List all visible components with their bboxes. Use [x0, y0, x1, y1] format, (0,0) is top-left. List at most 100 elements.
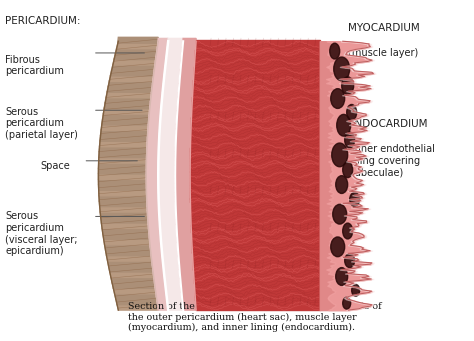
Polygon shape [106, 92, 152, 98]
Polygon shape [193, 266, 320, 269]
Polygon shape [168, 39, 183, 43]
Polygon shape [160, 228, 177, 233]
Polygon shape [111, 277, 155, 283]
Polygon shape [176, 120, 191, 124]
Polygon shape [195, 300, 320, 303]
Polygon shape [149, 111, 161, 116]
Polygon shape [146, 188, 158, 192]
Polygon shape [167, 301, 183, 306]
Polygon shape [112, 282, 155, 288]
Polygon shape [192, 97, 320, 101]
Ellipse shape [352, 284, 360, 296]
Polygon shape [160, 124, 176, 129]
Polygon shape [177, 115, 191, 120]
Polygon shape [101, 217, 148, 223]
Polygon shape [190, 165, 320, 168]
Polygon shape [163, 260, 179, 265]
Polygon shape [99, 174, 146, 179]
Polygon shape [102, 119, 149, 125]
Polygon shape [100, 141, 147, 147]
Polygon shape [107, 86, 152, 92]
Polygon shape [160, 224, 177, 229]
Ellipse shape [350, 192, 360, 206]
Polygon shape [167, 296, 182, 301]
Polygon shape [192, 101, 320, 104]
Polygon shape [183, 305, 196, 310]
Polygon shape [160, 219, 176, 224]
Polygon shape [182, 296, 195, 301]
Text: ENDOCARDIUM: ENDOCARDIUM [348, 119, 428, 129]
Polygon shape [159, 215, 176, 220]
Polygon shape [115, 48, 157, 54]
Polygon shape [153, 79, 164, 84]
Text: Fibrous
pericardium: Fibrous pericardium [5, 55, 64, 76]
Polygon shape [105, 97, 151, 103]
Polygon shape [113, 288, 156, 294]
Polygon shape [147, 143, 159, 147]
Polygon shape [154, 70, 165, 75]
Polygon shape [175, 197, 191, 202]
Polygon shape [191, 110, 320, 114]
Polygon shape [194, 70, 320, 74]
Polygon shape [176, 206, 191, 211]
Polygon shape [161, 102, 178, 106]
Polygon shape [192, 256, 320, 260]
Polygon shape [191, 239, 320, 242]
Polygon shape [158, 165, 175, 170]
Polygon shape [191, 124, 320, 128]
Polygon shape [179, 79, 193, 84]
Polygon shape [176, 129, 191, 134]
Polygon shape [191, 121, 320, 124]
Polygon shape [147, 133, 159, 138]
Polygon shape [179, 88, 193, 93]
Polygon shape [149, 106, 161, 111]
Polygon shape [155, 287, 166, 292]
Polygon shape [182, 43, 196, 48]
Polygon shape [193, 77, 320, 80]
Polygon shape [178, 102, 192, 106]
Polygon shape [182, 292, 195, 297]
Polygon shape [191, 202, 320, 205]
Polygon shape [150, 242, 162, 247]
Polygon shape [194, 73, 320, 77]
Polygon shape [175, 188, 190, 192]
Polygon shape [177, 233, 191, 238]
Ellipse shape [343, 223, 353, 239]
Polygon shape [152, 265, 164, 269]
Polygon shape [148, 228, 160, 233]
Polygon shape [159, 210, 176, 215]
Polygon shape [146, 169, 158, 174]
Polygon shape [191, 229, 320, 233]
Polygon shape [147, 215, 160, 220]
Polygon shape [190, 175, 320, 178]
Ellipse shape [336, 176, 347, 193]
Polygon shape [191, 212, 320, 216]
Text: (inner endothelial
lining covering
trabeculae): (inner endothelial lining covering trabe… [348, 144, 435, 177]
Polygon shape [159, 206, 176, 211]
Polygon shape [100, 206, 147, 212]
Polygon shape [195, 290, 320, 293]
Polygon shape [193, 269, 320, 273]
Polygon shape [182, 301, 196, 306]
Polygon shape [195, 53, 320, 57]
Polygon shape [158, 39, 168, 43]
Polygon shape [148, 124, 160, 129]
Polygon shape [114, 54, 156, 60]
Polygon shape [158, 151, 175, 156]
Polygon shape [193, 80, 320, 84]
Polygon shape [194, 280, 320, 283]
Text: Space: Space [41, 161, 71, 171]
Polygon shape [110, 271, 154, 278]
Polygon shape [146, 151, 159, 156]
Polygon shape [164, 274, 180, 279]
Polygon shape [190, 151, 320, 155]
Polygon shape [118, 37, 158, 43]
Polygon shape [117, 43, 158, 49]
Ellipse shape [331, 237, 345, 257]
Polygon shape [190, 168, 320, 172]
Polygon shape [193, 273, 320, 276]
Polygon shape [102, 228, 149, 234]
Polygon shape [150, 102, 162, 106]
Polygon shape [158, 161, 175, 165]
Polygon shape [109, 266, 153, 272]
